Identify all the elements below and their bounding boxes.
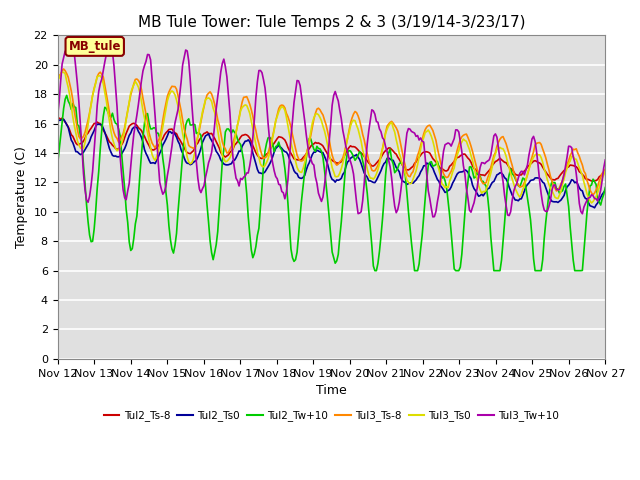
Tul2_Ts0: [572, 179, 580, 185]
Tul3_Ts0: [58, 69, 66, 75]
Y-axis label: Temperature (C): Temperature (C): [15, 146, 28, 248]
Tul2_Ts-8: [217, 150, 225, 156]
Tul3_Ts0: [122, 117, 130, 122]
Tul2_Tw+10: [574, 268, 582, 274]
Tul2_Ts-8: [54, 114, 61, 120]
Tul3_Ts0: [54, 77, 61, 83]
Tul2_Tw+10: [63, 93, 70, 98]
Tul3_Ts0: [237, 108, 244, 114]
Tul3_Ts0: [588, 200, 595, 206]
X-axis label: Time: Time: [316, 384, 347, 397]
Tul3_Tw+10: [295, 78, 303, 84]
Tul3_Ts-8: [246, 101, 253, 107]
Tul3_Ts0: [218, 153, 226, 158]
Tul2_Ts-8: [121, 135, 129, 141]
Tul2_Ts-8: [571, 163, 579, 169]
Tul2_Ts0: [237, 148, 244, 154]
Tul3_Tw+10: [54, 114, 61, 120]
Tul3_Ts-8: [589, 192, 597, 198]
Tul3_Tw+10: [246, 163, 253, 168]
Line: Tul2_Ts0: Tul2_Ts0: [58, 120, 605, 208]
Tul3_Ts-8: [602, 167, 609, 172]
Tul2_Ts0: [591, 205, 598, 211]
Tul2_Tw+10: [246, 231, 253, 237]
Tul3_Ts-8: [237, 107, 244, 112]
Line: Tul3_Ts0: Tul3_Ts0: [58, 72, 605, 203]
Tul3_Tw+10: [429, 214, 436, 220]
Tul2_Ts-8: [236, 137, 243, 143]
Tul2_Ts-8: [589, 179, 597, 184]
Tul2_Tw+10: [602, 185, 609, 191]
Tul2_Ts0: [295, 174, 303, 180]
Tul3_Ts0: [572, 156, 580, 162]
Tul3_Tw+10: [602, 157, 609, 163]
Tul3_Tw+10: [122, 197, 130, 203]
Tul3_Tw+10: [574, 184, 582, 190]
Tul3_Ts-8: [54, 75, 61, 81]
Tul2_Ts0: [122, 142, 130, 148]
Tul3_Ts-8: [572, 146, 580, 152]
Tul3_Ts-8: [60, 66, 67, 72]
Tul3_Ts0: [246, 110, 253, 116]
Line: Tul2_Ts-8: Tul2_Ts-8: [58, 117, 605, 181]
Tul3_Tw+10: [237, 176, 244, 181]
Tul2_Tw+10: [237, 142, 244, 147]
Tul3_Ts-8: [218, 139, 226, 144]
Tul2_Tw+10: [371, 268, 379, 274]
Line: Tul2_Tw+10: Tul2_Tw+10: [58, 96, 605, 271]
Tul3_Ts0: [602, 168, 609, 174]
Tul2_Tw+10: [122, 206, 130, 212]
Tul3_Tw+10: [218, 60, 226, 66]
Tul2_Tw+10: [295, 232, 303, 238]
Tul3_Ts0: [295, 168, 303, 173]
Tul3_Ts-8: [295, 156, 303, 162]
Tul2_Tw+10: [54, 162, 61, 168]
Tul2_Ts0: [60, 117, 67, 122]
Tul2_Ts0: [218, 159, 226, 165]
Tul2_Ts0: [54, 118, 61, 124]
Tul2_Ts0: [602, 187, 609, 193]
Tul2_Ts-8: [244, 133, 252, 139]
Tul2_Tw+10: [218, 159, 226, 165]
Tul3_Tw+10: [67, 39, 75, 45]
Tul2_Ts0: [246, 139, 253, 144]
Text: MB_tule: MB_tule: [68, 40, 121, 53]
Tul2_Ts-8: [602, 170, 609, 176]
Tul2_Ts-8: [293, 157, 301, 163]
Line: Tul3_Tw+10: Tul3_Tw+10: [58, 42, 605, 217]
Tul3_Ts-8: [122, 116, 130, 122]
Line: Tul3_Ts-8: Tul3_Ts-8: [58, 69, 605, 195]
Legend: Tul2_Ts-8, Tul2_Ts0, Tul2_Tw+10, Tul3_Ts-8, Tul3_Ts0, Tul3_Tw+10: Tul2_Ts-8, Tul2_Ts0, Tul2_Tw+10, Tul3_Ts…: [100, 406, 563, 425]
Title: MB Tule Tower: Tule Temps 2 & 3 (3/19/14-3/23/17): MB Tule Tower: Tule Temps 2 & 3 (3/19/14…: [138, 15, 525, 30]
